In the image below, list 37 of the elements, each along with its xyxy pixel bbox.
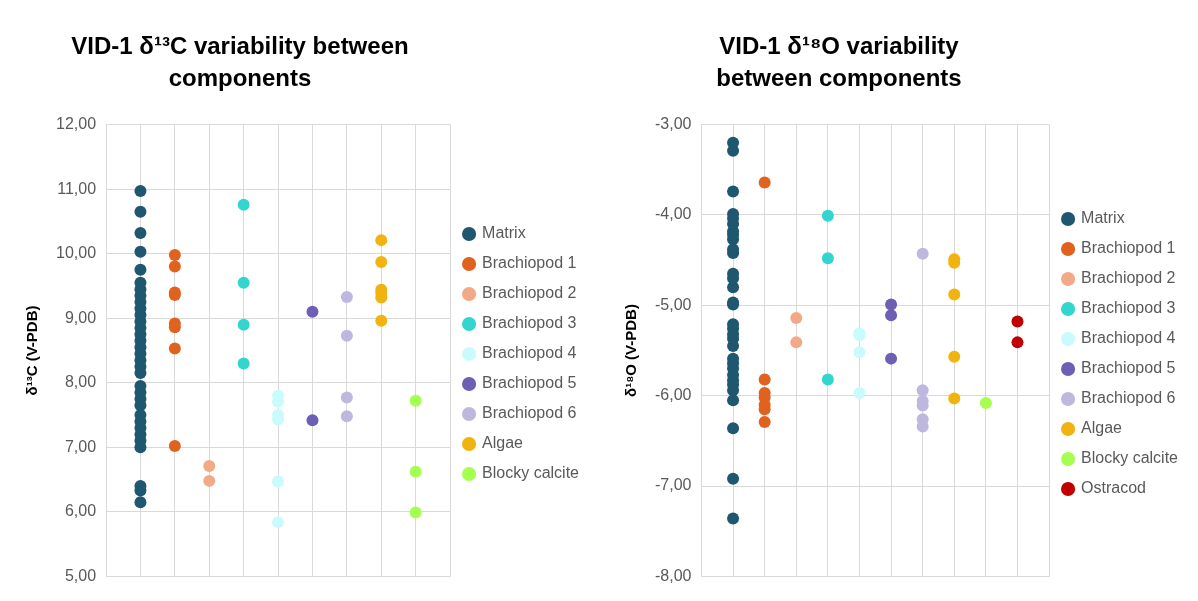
y-tick-label: 8,00 [64, 373, 97, 391]
y-tick-label: 11,00 [57, 179, 97, 197]
chart-title: VID-1 δ¹⁸O variability between components [715, 31, 963, 93]
legend-label: Brachiopod 3 [482, 314, 577, 332]
legend-label: Brachiopod 5 [482, 374, 577, 392]
y-axis-title: δ¹³C (V-PDB) [23, 305, 41, 396]
legend-label: Brachiopod 1 [482, 254, 577, 272]
y-tick-label: 9,00 [64, 308, 97, 326]
y-tick-label: 10,00 [55, 244, 97, 262]
legend-label: Brachiopod 5 [1081, 359, 1176, 377]
legend-label: Blocky calcite [482, 464, 580, 482]
y-tick-label: -8,00 [655, 566, 692, 584]
y-tick-label: -4,00 [655, 205, 692, 223]
y-axis-title: δ¹⁸O (V-PDB) [622, 304, 640, 397]
legend-label: Brachiopod 4 [482, 344, 577, 362]
legend-label: Matrix [482, 224, 526, 242]
y-tick-label: -3,00 [655, 115, 692, 133]
legend-label: Algae [1081, 419, 1123, 437]
y-tick-label: 12,00 [55, 115, 97, 133]
legend-label: Algae [482, 434, 524, 452]
y-tick-label: 6,00 [64, 502, 97, 520]
legend-label: Brachiopod 6 [482, 404, 577, 422]
legend-label: Brachiopod 2 [1081, 269, 1176, 287]
legend-label: Brachiopod 3 [1081, 299, 1176, 317]
y-tick-label: -6,00 [655, 386, 692, 404]
legend-label: Brachiopod 2 [482, 284, 577, 302]
legend-label: Brachiopod 1 [1081, 239, 1176, 257]
y-tick-label: -5,00 [655, 295, 692, 313]
legend-label: Brachiopod 6 [1081, 389, 1176, 407]
legend-label: Brachiopod 4 [1081, 329, 1176, 347]
y-tick-label: 7,00 [64, 437, 97, 455]
legend-label: Blocky calcite [1081, 449, 1179, 467]
y-tick-label: 5,00 [64, 566, 97, 584]
chart-title: VID-1 δ¹³C variability between components [70, 31, 410, 93]
legend-label: Matrix [1081, 209, 1125, 227]
legend-label: Ostracod [1081, 479, 1146, 497]
y-tick-label: -7,00 [655, 476, 692, 494]
